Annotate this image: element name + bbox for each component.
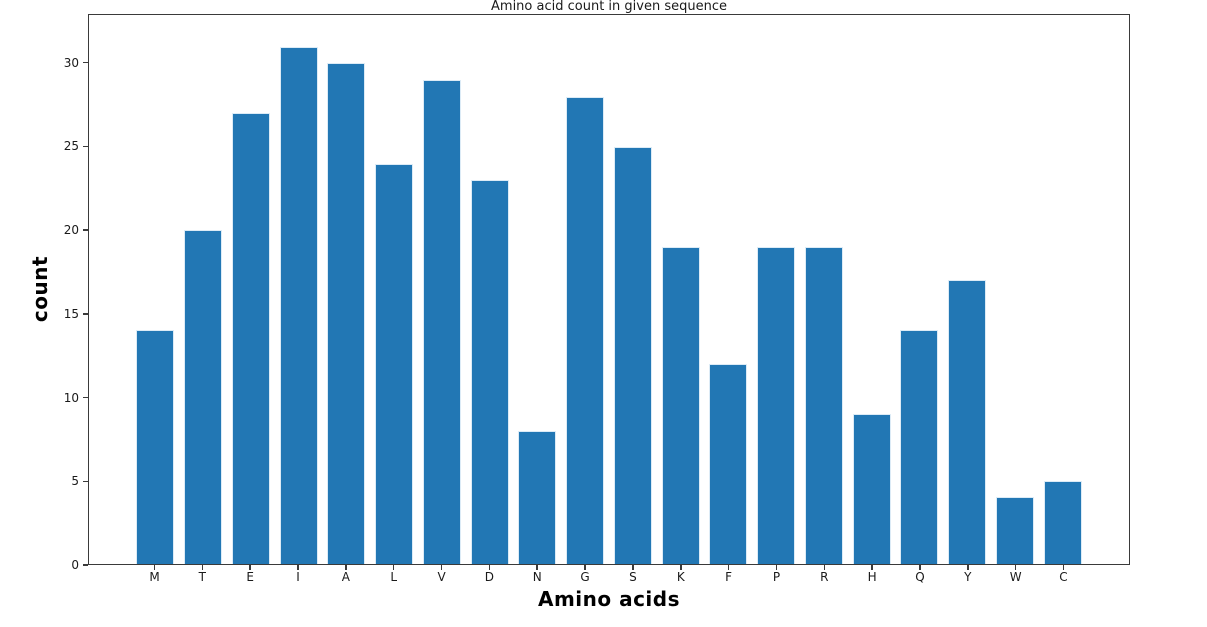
x-tick-label: R — [820, 570, 829, 584]
bar-V — [422, 80, 461, 564]
y-axis-label: count — [28, 255, 52, 323]
bar-N — [518, 430, 557, 564]
bar-W — [995, 497, 1034, 564]
x-tick-label: Y — [964, 570, 972, 584]
y-tick-mark — [83, 396, 88, 399]
x-tick-label: V — [437, 570, 446, 584]
x-tick-mark — [345, 565, 347, 570]
bar-S — [613, 146, 652, 564]
x-tick-mark — [1014, 565, 1017, 570]
x-tick-label: F — [725, 570, 733, 584]
bar-K — [661, 246, 700, 564]
y-tick-mark — [83, 229, 88, 231]
x-tick-mark — [297, 565, 299, 570]
bar-Y — [948, 280, 987, 564]
y-tick-label: 30 — [63, 55, 79, 70]
y-tick-mark — [83, 313, 88, 315]
x-axis-label: Amino acids — [537, 587, 681, 611]
bar-T — [184, 230, 223, 564]
bar-L — [375, 163, 414, 564]
bar-F — [709, 363, 748, 564]
x-tick-label: G — [580, 570, 590, 584]
x-tick-label: L — [390, 570, 398, 584]
bar-R — [804, 246, 843, 564]
x-tick-label: W — [1009, 570, 1022, 584]
x-tick-label: C — [1059, 570, 1068, 584]
bar-P — [757, 246, 796, 564]
y-tick-mark — [83, 61, 88, 64]
x-tick-mark — [871, 565, 873, 570]
bar-C — [1043, 480, 1082, 564]
x-tick-mark — [1062, 565, 1065, 570]
x-tick-label: H — [867, 570, 877, 584]
x-tick-label: Q — [915, 570, 925, 584]
x-tick-mark — [823, 565, 826, 570]
x-tick-label: N — [532, 570, 542, 584]
bar-D — [470, 180, 509, 564]
bar-G — [566, 96, 605, 564]
x-tick-mark — [249, 565, 251, 570]
x-tick-label: K — [676, 570, 685, 584]
y-tick-label: 25 — [63, 139, 79, 154]
bar-I — [279, 46, 318, 564]
x-tick-mark — [536, 565, 538, 570]
y-tick-label: 10 — [63, 390, 79, 405]
x-tick-mark — [727, 565, 730, 570]
x-tick-label: I — [296, 570, 300, 584]
x-tick-mark — [680, 565, 682, 570]
x-tick-mark — [584, 565, 586, 570]
x-tick-label: A — [341, 570, 350, 584]
y-tick-label: 20 — [63, 223, 79, 238]
bar-A — [327, 63, 366, 564]
chart-title: Amino acid count in given sequence — [491, 0, 727, 14]
y-tick-mark — [83, 145, 88, 148]
x-tick-mark — [488, 565, 491, 570]
x-tick-label: P — [772, 570, 781, 584]
x-tick-label: T — [198, 570, 206, 584]
x-tick-mark — [919, 565, 921, 570]
bar-H — [852, 413, 891, 564]
bar-E — [231, 113, 270, 564]
x-tick-label: D — [484, 570, 495, 584]
x-tick-label: E — [246, 570, 254, 584]
x-tick-mark — [967, 565, 969, 570]
x-tick-mark — [440, 565, 443, 570]
x-tick-mark — [775, 565, 778, 570]
x-tick-mark — [153, 565, 156, 570]
bar-M — [136, 330, 175, 564]
bar-Q — [900, 330, 939, 564]
y-tick-label: 5 — [71, 474, 79, 489]
x-tick-mark — [201, 565, 204, 570]
x-tick-label: S — [629, 570, 637, 584]
x-tick-label: M — [149, 570, 160, 584]
y-tick-label: 0 — [71, 558, 79, 572]
x-tick-mark — [392, 565, 395, 570]
plot-area — [88, 14, 1130, 565]
y-tick-label: 15 — [63, 306, 79, 321]
y-tick-mark — [83, 564, 88, 566]
x-tick-mark — [632, 565, 634, 570]
y-tick-mark — [83, 480, 88, 482]
